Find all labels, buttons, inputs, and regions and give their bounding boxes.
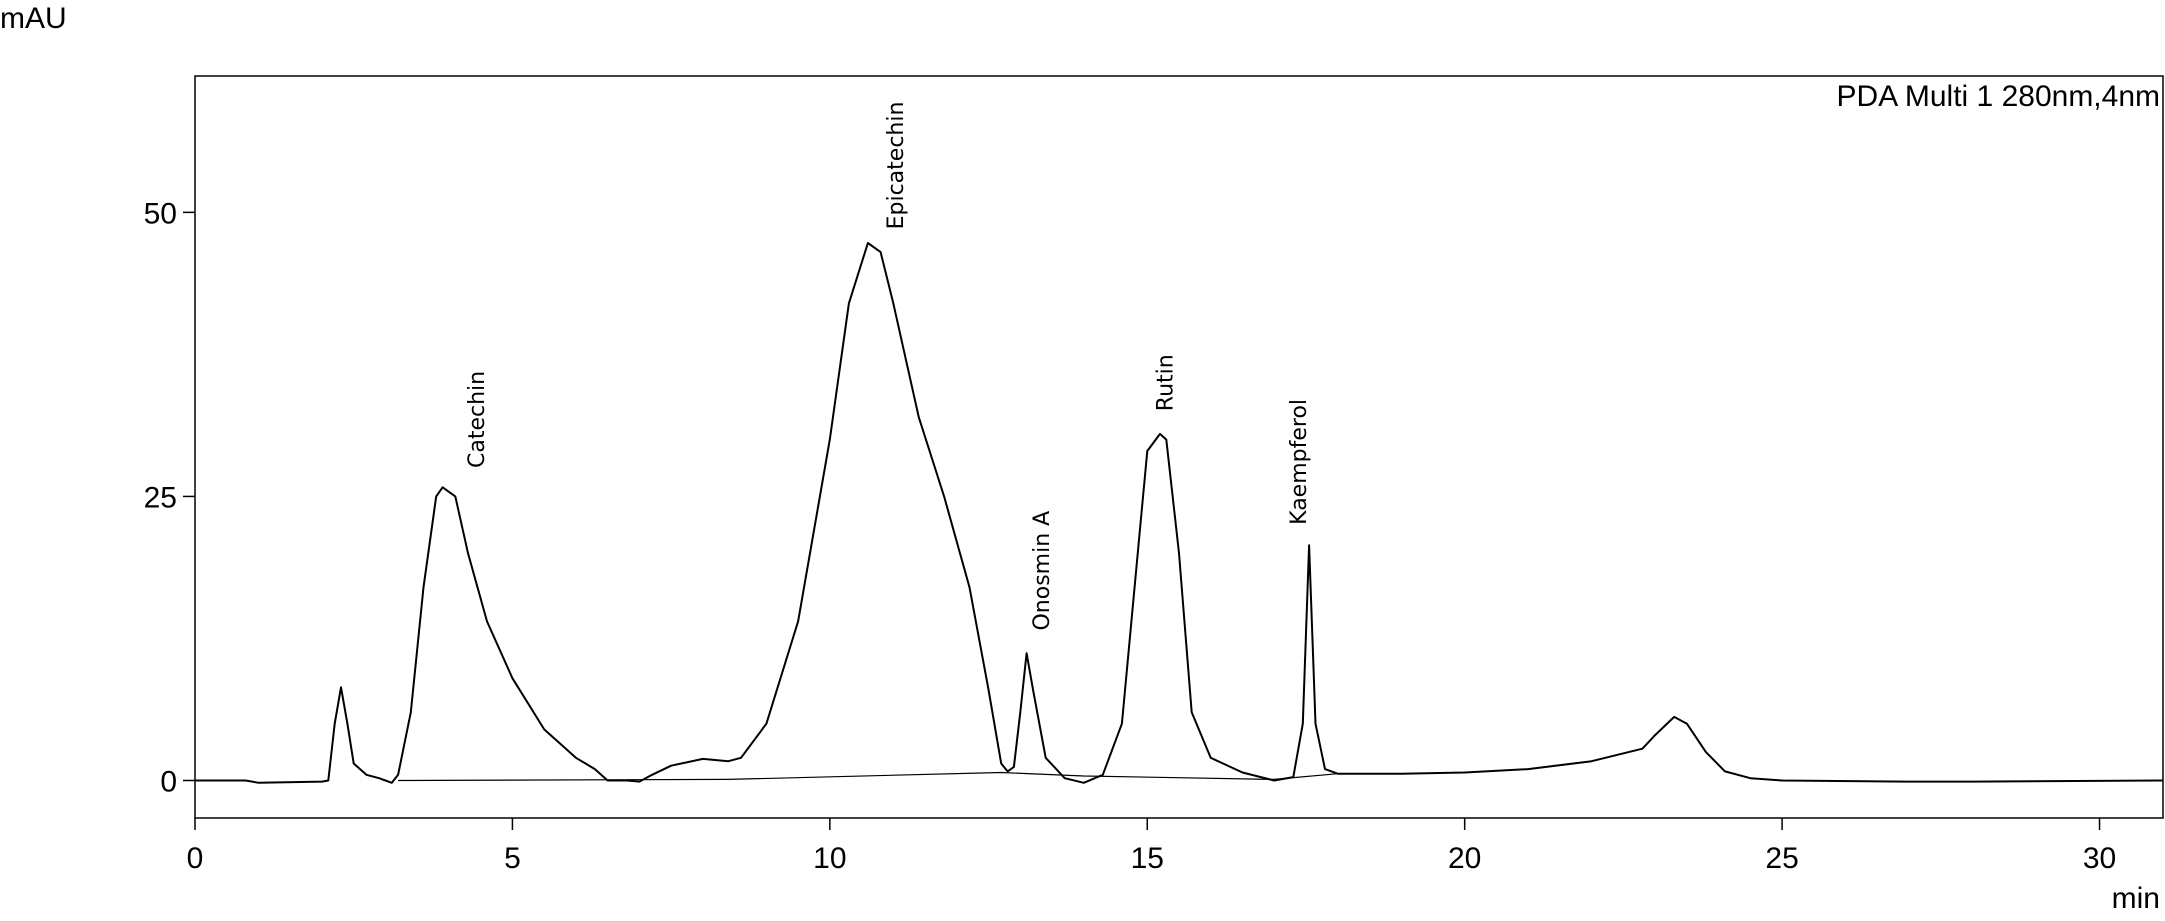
y-axis-label: mAU [0,2,67,35]
peak-label: Rutin [1154,354,1179,411]
peak-label: Onosmin A [1030,511,1055,631]
x-tick-label: 30 [2083,842,2116,875]
x-axis-label: min [2112,882,2160,915]
trace-line [195,242,2164,784]
y-tick-label: 25 [144,481,177,514]
x-tick-label: 0 [187,842,204,875]
peak-label: Catechin [465,371,490,468]
x-tick-label: 10 [813,842,846,875]
y-tick-label: 0 [160,766,177,799]
x-tick-label: 25 [1765,842,1798,875]
y-tick-label: 50 [144,197,177,230]
x-tick-label: 20 [1448,842,1481,875]
trace-line [398,771,1338,782]
chart-title: PDA Multi 1 280nm,4nm [1837,80,2160,113]
x-tick-label: 15 [1131,842,1164,875]
peak-label: Epicatechin [884,102,909,230]
x-tick-label: 5 [504,842,521,875]
peak-label: Kaempferol [1287,399,1312,525]
plot-frame [194,75,2164,819]
